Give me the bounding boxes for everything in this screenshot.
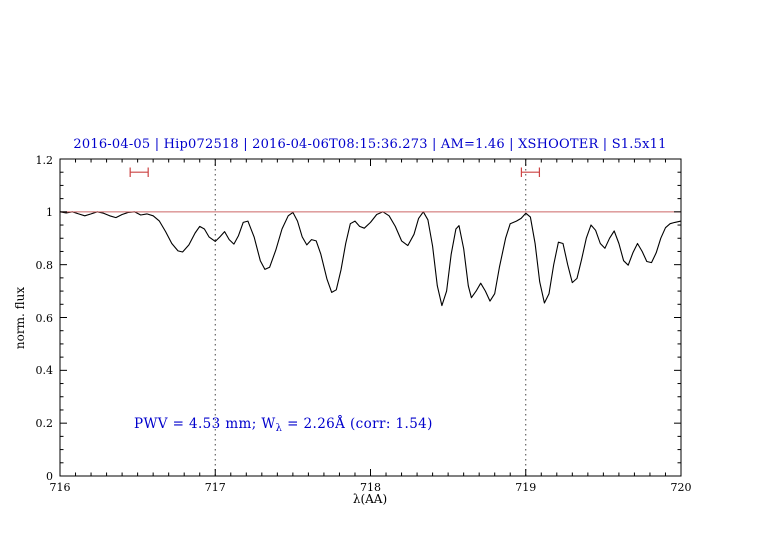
pwv-annotation-prefix: PWV = 4.53 mm; W [134,416,276,432]
spectrum-line [59,211,682,307]
y-tick-label: 0.4 [36,364,54,377]
x-axis-label: λ(AA) [353,492,387,506]
x-tick-label: 716 [50,481,71,494]
x-tick-label: 718 [360,481,381,494]
y-tick-label: 0.6 [36,312,54,325]
y-tick-label: 1.2 [36,154,54,167]
x-tick-label: 719 [515,481,536,494]
x-tick-label: 717 [205,481,226,494]
y-axis-label: norm. flux [13,287,27,349]
y-tick-label: 0 [46,470,53,483]
y-tick-label: 0.8 [36,259,54,272]
x-tick-label: 720 [671,481,692,494]
y-tick-label: 1 [46,206,53,219]
y-tick-label: 0.2 [36,417,54,430]
interval-marker [129,167,149,177]
pwv-annotation-subscript: λ [275,423,283,434]
plot-title: 2016-04-05 | Hip072518 | 2016-04-06T08:1… [73,137,667,152]
interval-marker [520,167,541,177]
pwv-annotation: PWV = 4.53 mm; Wλ = 2.26Å (corr: 1.54) [134,416,433,434]
pwv-annotation-suffix: = 2.26Å (corr: 1.54) [282,416,433,432]
